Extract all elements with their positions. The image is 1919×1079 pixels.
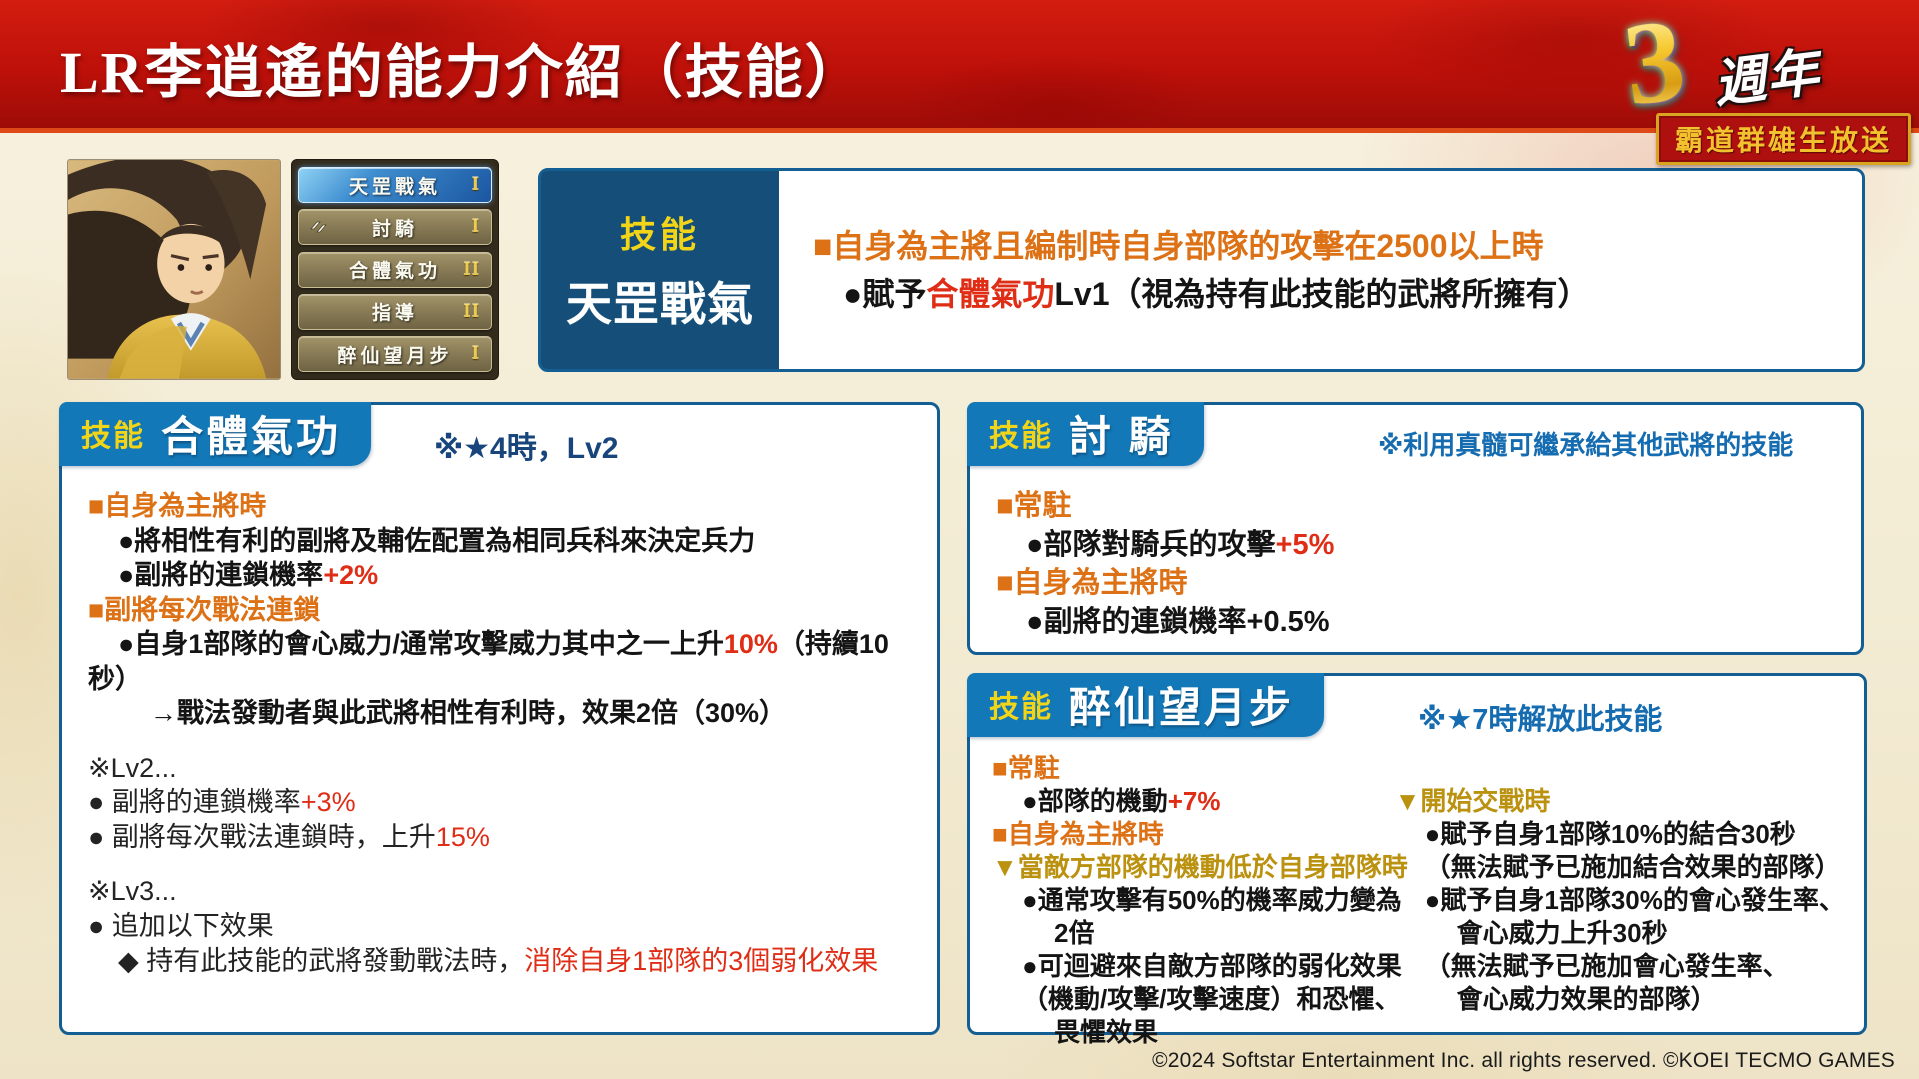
skill-tag-label: 技能 [989, 691, 1053, 724]
panel-tiangang-header: 技能 天罡戰氣 [541, 171, 779, 369]
skill-name: 醉仙望月步 [1069, 683, 1295, 731]
skill-grade-numeral: II [463, 258, 480, 280]
skill-menu-item-tiangang[interactable]: 天罡戰氣 I [298, 167, 492, 203]
skill-menu-item-zhidao[interactable]: 指導 II [298, 293, 492, 330]
skill-menu-label: 合體氣功 [348, 261, 441, 282]
panel-zuixian-wangyuebu: 技能 醉仙望月步 ※★7時解放此技能 ■常駐 ●部隊的機動+7% ■自身為主將時 ▼當… [967, 673, 1867, 1047]
panel-zuixian-body: ■常駐 ●部隊的機動+7% ■自身為主將時 ▼當敵方部隊的機動低於自身部隊時 ●通常攻擊… [970, 676, 1864, 1049]
skill-menu-item-zuixian[interactable]: 醉仙望月步 I [298, 336, 492, 372]
skill-tag-label: 技能 [619, 214, 700, 255]
zuixian-left-column: ■常駐 ●部隊的機動+7% ■自身為主將時 ▼當敵方部隊的機動低於自身部隊時 ●通常攻擊… [992, 753, 1408, 1048]
skill-menu-label: 醉仙望月步 [337, 345, 453, 367]
page-title: LR李逍遙的能力介紹（技能） [60, 39, 865, 105]
panel-taoqi-header: 技能 討 騎 [967, 402, 1204, 466]
skill-name: 討 騎 [1069, 412, 1174, 460]
skill-grade-numeral: I [471, 174, 480, 195]
panel-taoqi-body: ■常駐 ●部隊對騎兵的攻擊+5% ■自身為主將時 ●副將的連鎖機率+0.5% [996, 490, 1335, 638]
skill-menu-label: 討騎 [371, 218, 418, 240]
character-portrait [67, 159, 281, 380]
broadcast-badge: 霸道群雄生放送 [1655, 113, 1911, 165]
inherit-icon [309, 219, 329, 235]
skill-menu-label: 指導 [371, 303, 418, 325]
title-banner: LR李逍遙的能力介紹（技能） [0, 0, 1919, 133]
skill-tag-label: 技能 [989, 420, 1053, 453]
skill-grade-numeral: I [471, 343, 480, 364]
skill-grade-numeral: I [471, 216, 480, 238]
character-portrait-art [68, 160, 280, 379]
skill-menu-label: 天罡戰氣 [348, 176, 441, 198]
skill-unlock-note: ※★4時，Lv2 [434, 432, 619, 465]
panel-heti-qigong: 技能 合體氣功 ※★4時，Lv2 ■自身為主將時 ●將相性有利的副將及輔佐配置為相… [59, 402, 940, 1035]
skill-inherit-note: ※利用真髓可繼承給其他武將的技能 [1378, 430, 1794, 460]
anniversary-number: 3 [1617, 0, 1692, 131]
zuixian-right-column: ▼開始交戰時 ●賦予自身1部隊10%的結合30秒 （無法賦予已施加結合效果的部隊） ●… [1394, 786, 1845, 1015]
skill-menu-item-taoqi[interactable]: 討騎 I [298, 209, 492, 246]
skill-grade-numeral: II [463, 300, 480, 322]
copyright-text: ©2024 Softstar Entertainment Inc. all ri… [1152, 1049, 1895, 1072]
panel-taoqi: 技能 討 騎 ※利用真髓可繼承給其他武將的技能 ■常駐 ●部隊對騎兵的攻擊+5% ■… [967, 402, 1864, 655]
anniversary-suffix: 週年 [1710, 44, 1823, 115]
skill-name: 天罡戰氣 [566, 278, 754, 330]
skill-menu-item-heti[interactable]: 合體氣功 II [298, 251, 492, 288]
panel-zuixian-header: 技能 醉仙望月步 [967, 673, 1325, 737]
panel-tiangang-body: ■自身為主將且編制時自身部隊的攻擊在2500以上時 ●賦予合體氣功Lv1（視為持有… [813, 228, 1590, 312]
panel-heti-header: 技能 合體氣功 [59, 402, 372, 466]
panel-heti-body: ■自身為主將時 ●將相性有利的副將及輔佐配置為相同兵科來決定兵力 ●副將的連鎖機率+… [88, 491, 889, 976]
skill-tag-label: 技能 [81, 420, 145, 453]
panel-tiangang-zhanqi: 技能 天罡戰氣 ■自身為主將且編制時自身部隊的攻擊在2500以上時 ●賦予合體氣功… [538, 168, 1865, 372]
skill-menu: 天罡戰氣 I 討騎 I 合體氣功 II 指導 II 醉仙望月步 I [291, 159, 499, 380]
skill-name: 合體氣功 [161, 412, 342, 460]
skill-unlock-note: ※★7時解放此技能 [1418, 704, 1663, 736]
broadcast-badge-label: 霸道群雄生放送 [1674, 125, 1892, 156]
